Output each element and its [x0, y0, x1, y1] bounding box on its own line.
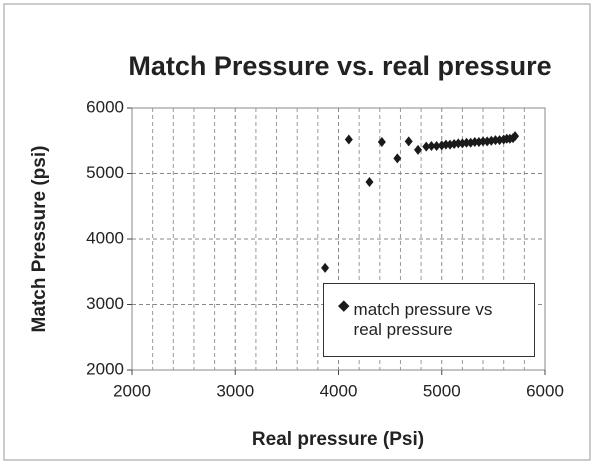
data-point [422, 141, 431, 152]
chart-title: Match Pressure vs. real pressure [128, 51, 551, 81]
data-point [454, 138, 463, 149]
x-tick-label: 6000 [526, 381, 564, 400]
y-tick-label: 5000 [86, 163, 124, 182]
data-point [470, 137, 479, 148]
x-tick-label: 4000 [320, 381, 358, 400]
data-point [321, 262, 330, 273]
data-point [427, 140, 436, 151]
data-point [414, 144, 423, 155]
data-point [491, 135, 500, 146]
y-tick-label: 2000 [86, 359, 124, 378]
y-tick-label: 3000 [86, 294, 124, 313]
y-axis-label: Match Pressure (psi) [29, 146, 50, 333]
data-point [393, 153, 402, 164]
x-tick-label: 3000 [216, 381, 254, 400]
data-point [511, 131, 520, 142]
legend-label: match pressure vs real pressure [353, 300, 493, 339]
data-point [377, 137, 386, 148]
data-point [462, 137, 471, 148]
x-tick-label: 2000 [113, 381, 151, 400]
data-point [365, 177, 374, 188]
data-point [344, 134, 353, 145]
data-point [432, 140, 441, 151]
y-tick-label: 6000 [86, 97, 124, 116]
x-tick-label: 5000 [423, 381, 461, 400]
y-tick-label: 4000 [86, 228, 124, 247]
legend-marker: ◆ [338, 297, 350, 314]
data-point [479, 136, 488, 147]
x-axis-label: Real pressure (Psi) [252, 429, 424, 450]
data-point [441, 139, 450, 150]
data-point [404, 136, 413, 147]
legend: ◆ match pressure vs real pressure [323, 283, 535, 357]
